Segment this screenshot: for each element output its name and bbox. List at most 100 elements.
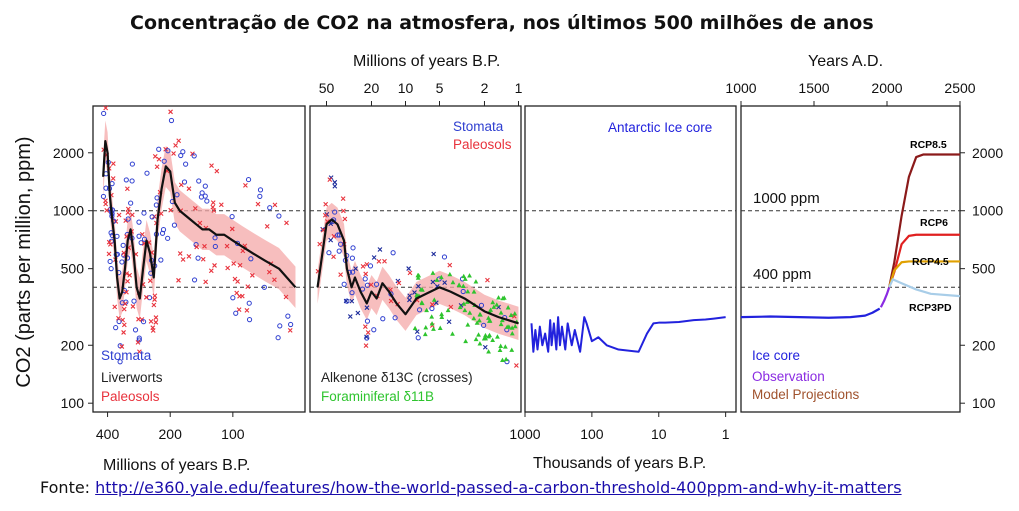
data-point [120, 242, 126, 248]
rcp45-label: RCP4.5 [912, 256, 949, 268]
data-point [332, 179, 338, 185]
data-point [176, 277, 181, 283]
data-point [151, 302, 157, 308]
legend-model-projections: Model Projections [752, 387, 860, 402]
data-point [180, 257, 186, 262]
data-point [431, 251, 437, 257]
data-point [244, 307, 250, 313]
data-point [512, 323, 518, 329]
data-point [323, 201, 329, 207]
data-point [183, 161, 189, 167]
data-point [332, 183, 338, 189]
data-point [363, 343, 369, 349]
data-point [341, 281, 347, 287]
data-point [486, 349, 491, 354]
data-point [463, 338, 469, 344]
data-point [202, 243, 207, 249]
data-point [471, 315, 477, 321]
data-point [371, 327, 377, 333]
y-tick-label-right: 1000 [972, 203, 1003, 219]
data-point [355, 310, 361, 316]
data-point [255, 201, 261, 207]
source-link[interactable]: http://e360.yale.edu/features/how-the-wo… [95, 478, 902, 497]
data-point [445, 307, 451, 313]
data-point [460, 283, 466, 289]
y-axis-title: CO2 (parts per million, ppm) [13, 136, 35, 387]
data-point [203, 279, 209, 285]
data-point [237, 262, 243, 268]
data-point [362, 276, 368, 282]
data-point [450, 279, 456, 285]
data-point [327, 177, 333, 183]
series-rcp3pd [888, 278, 961, 298]
data-point [168, 109, 173, 115]
x-ticks: 400 200 100 1000 100 10 1 50 20 10 5 2 1 1000 1500 2000… [96, 80, 976, 442]
data-point [487, 318, 493, 323]
data-point [360, 264, 366, 269]
data-point [110, 176, 116, 181]
x-tick-label: 1500 [798, 80, 829, 96]
data-point [506, 324, 512, 329]
data-point [456, 282, 462, 287]
y-tick-label-left: 1000 [53, 203, 84, 219]
y-tick-label-left: 200 [61, 337, 85, 353]
data-point [163, 146, 169, 152]
data-point [442, 280, 448, 286]
series-rcp8-5 [888, 153, 960, 288]
chart-title: Concentração de CO2 na atmosfera, nos úl… [130, 12, 874, 34]
data-point [174, 192, 180, 198]
data-point [119, 344, 125, 349]
x-tick-label: 20 [364, 80, 380, 96]
data-point [371, 255, 377, 260]
data-point [107, 258, 113, 265]
data-point [107, 241, 113, 247]
data-point [229, 226, 235, 232]
data-point [388, 298, 394, 304]
data-point [498, 321, 504, 327]
data-point [450, 331, 455, 336]
data-point [337, 241, 344, 247]
data-point [135, 340, 141, 345]
x-tick-label: 1 [722, 426, 730, 442]
data-point [512, 311, 518, 316]
data-point [158, 211, 164, 217]
x-tick-label: 200 [159, 426, 183, 442]
data-point [341, 208, 346, 214]
data-point [125, 206, 131, 212]
data-point [439, 314, 445, 320]
x-tick-label: 100 [221, 426, 245, 442]
data-point [460, 288, 466, 295]
legend-alkenone: Alkenone δ13C (crosses) [321, 370, 473, 385]
data-point [211, 208, 217, 213]
data-point [125, 278, 130, 284]
data-point [156, 156, 162, 162]
data-point [416, 307, 423, 313]
data-point [136, 233, 142, 239]
data-point [154, 164, 160, 170]
data-point [364, 334, 369, 340]
data-point [190, 151, 195, 157]
data-point [125, 216, 131, 222]
data-point [101, 110, 107, 117]
legend-paleosols: Paleosols [101, 389, 160, 404]
data-point [121, 250, 127, 256]
data-point [497, 347, 503, 352]
series-observation [879, 286, 891, 308]
data-point [257, 193, 263, 199]
data-point [285, 313, 291, 319]
data-point [103, 201, 109, 207]
data-point [233, 310, 239, 316]
data-point [186, 186, 192, 192]
data-point [490, 299, 496, 305]
x-tick-label: 10 [651, 426, 667, 442]
data-point [446, 319, 452, 325]
data-point [424, 307, 430, 313]
x-tick-label: 10 [398, 80, 414, 96]
data-point [159, 230, 166, 236]
data-point [124, 186, 130, 192]
legend-liverworts: Liverworts [101, 370, 163, 385]
data-point [277, 323, 283, 329]
data-point [494, 302, 500, 307]
smoothed-line-panel2 [316, 218, 519, 325]
data-point [332, 209, 338, 215]
